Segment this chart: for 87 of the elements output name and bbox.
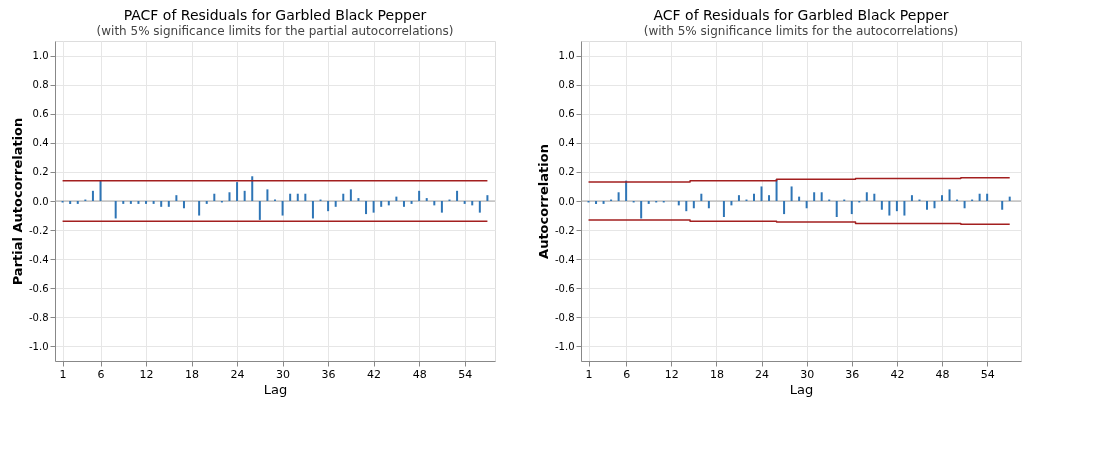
y-tick-label: -0.2: [28, 224, 49, 236]
x-tick-label: 54: [458, 367, 473, 381]
bar: [760, 186, 763, 201]
x-tick-label: 42: [367, 367, 382, 381]
x-tick-label: 24: [230, 367, 245, 381]
y-tick-label: -0.8: [28, 311, 49, 323]
y-tick-label: -0.4: [28, 253, 49, 265]
y-tick-label: 0.8: [558, 79, 575, 91]
y-tick-label: -0.4: [554, 253, 575, 265]
chart-title: PACF of Residuals for Garbled Black Pepper: [123, 7, 427, 23]
y-tick-label: -0.2: [554, 224, 575, 236]
y-tick-label: 0.2: [32, 166, 49, 178]
x-tick-label: 30: [276, 367, 291, 381]
x-tick-label: 42: [890, 367, 905, 381]
bar: [768, 195, 771, 201]
x-axis-title: Lag: [789, 381, 814, 397]
bar: [933, 201, 936, 209]
bar: [640, 201, 643, 219]
chart-subtitle: (with 5% significance limits for the autocorrelations): [643, 24, 959, 38]
bar: [835, 201, 838, 217]
bar: [925, 201, 928, 210]
bar: [986, 193, 989, 201]
y-tick-label: 0.8: [32, 79, 49, 91]
chart-subtitle: (with 5% significance limits for the partial autocorrelations): [96, 24, 454, 38]
bar: [685, 201, 688, 212]
y-tick-label: 1.0: [558, 50, 575, 62]
x-tick-label: 48: [935, 367, 950, 381]
x-tick-label: 6: [623, 367, 631, 381]
bar: [783, 201, 786, 215]
bar: [948, 189, 951, 201]
bar: [775, 179, 778, 201]
bar: [865, 192, 868, 201]
bar: [820, 192, 823, 201]
y-tick-label: -1.0: [28, 340, 49, 352]
y-tick-label: -1.0: [554, 340, 575, 352]
y-tick-label: 1.0: [32, 50, 49, 62]
bar: [903, 201, 906, 216]
y-tick-label: 0.0: [558, 195, 575, 207]
bar: [895, 201, 898, 212]
bar: [752, 193, 755, 201]
x-axis-title: Lag: [263, 381, 288, 397]
bar: [941, 195, 944, 201]
bar: [790, 186, 793, 201]
bar: [910, 195, 913, 201]
x-tick-label: 30: [800, 367, 815, 381]
x-tick-label: 1: [585, 367, 593, 381]
bar: [700, 193, 703, 201]
bar: [850, 201, 853, 215]
x-tick-label: 1: [59, 367, 67, 381]
x-tick-label: 6: [97, 367, 105, 381]
bar: [888, 201, 891, 216]
y-tick-label: 0.4: [558, 137, 575, 149]
y-tick-label: 0.4: [32, 137, 49, 149]
bar: [595, 201, 598, 204]
chart-title: ACF of Residuals for Garbled Black Pepper: [653, 7, 949, 23]
bar: [963, 201, 966, 209]
bar: [647, 201, 650, 204]
x-tick-label: 36: [845, 367, 860, 381]
x-tick-label: 36: [321, 367, 336, 381]
y-tick-label: 0.0: [32, 195, 49, 207]
x-tick-label: 48: [412, 367, 427, 381]
bar: [813, 192, 816, 201]
bar: [737, 195, 740, 201]
y-tick-label: -0.6: [554, 282, 575, 294]
y-tick-label: 0.6: [558, 108, 575, 120]
x-tick-label: 12: [664, 367, 679, 381]
x-tick-label: 18: [185, 367, 200, 381]
bar: [805, 201, 808, 209]
y-tick-label: 0.2: [558, 166, 575, 178]
x-tick-label: 12: [139, 367, 154, 381]
y-tick-label: -0.6: [28, 282, 49, 294]
y-tick-label: -0.8: [554, 311, 575, 323]
bar: [880, 201, 883, 210]
bar: [707, 201, 710, 209]
y-axis-title: Autocorrelation: [535, 144, 551, 259]
x-tick-label: 24: [755, 367, 770, 381]
bar: [978, 193, 981, 201]
bar: [722, 201, 725, 217]
bar: [617, 192, 620, 201]
bar: [602, 201, 605, 204]
y-axis-title: Partial Autocorrelation: [9, 117, 25, 286]
x-tick-label: 54: [980, 367, 995, 381]
bar: [1001, 201, 1004, 210]
x-tick-label: 18: [709, 367, 724, 381]
bar: [873, 193, 876, 201]
bar: [692, 201, 695, 209]
y-tick-label: 0.6: [32, 108, 49, 120]
